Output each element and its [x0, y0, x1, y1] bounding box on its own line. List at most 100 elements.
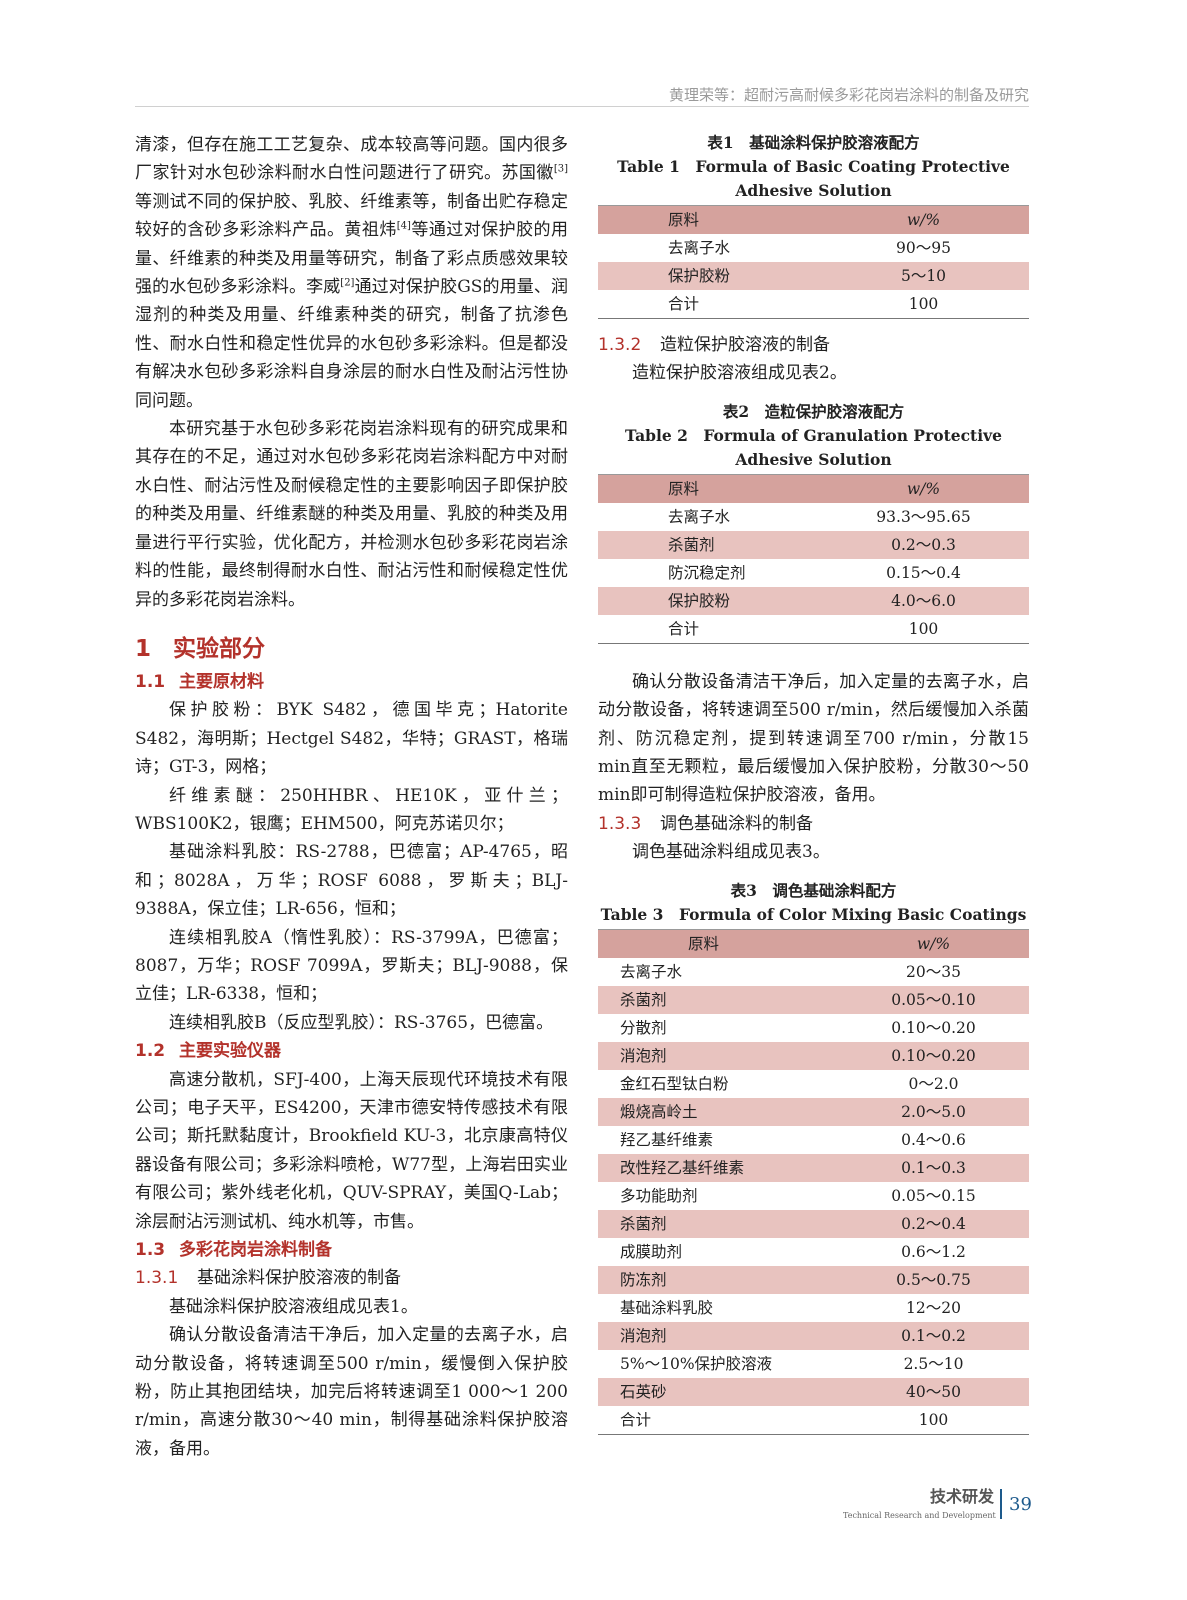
cell-value: 100 [918, 1410, 949, 1429]
cell-value: 20～35 [906, 962, 961, 981]
table2: 原料 w/% 去离子水 93.3～95.65 杀菌剂 0.2～0.3 防沉稳定剂 0.1… [598, 473, 1029, 644]
paragraph-131b: 确认分散设备清洁干净后，加入定量的去离子水，启动分散设备，将转速调至500 r/… [135, 1325, 568, 1459]
cell-value: 0.5～0.75 [838, 1265, 1029, 1294]
paragraph-132a: 造粒保护胶溶液组成见表2。 [632, 363, 847, 384]
section-heading-1-3-2: 1.3.2 造粒保护胶溶液的制备 [598, 335, 830, 355]
table-row: 成膜助剂 0.6～1.2 [598, 1238, 1029, 1266]
cell-value: 0.1～0.3 [838, 1153, 1029, 1182]
table-row: 防沉稳定剂 0.15～0.4 [668, 563, 961, 582]
instruments-paragraph: 高速分散机，SFJ-400，上海天辰现代环境技术有限公司；电子天平，ES4200… [135, 1069, 568, 1232]
table3: 原料 w/% 去离子水 20～35 杀菌剂 0.05～0.10 分散剂 0.10～0.20 消… [598, 928, 1029, 1435]
cell-value: 0.05～0.10 [838, 985, 1029, 1014]
footer-divider [1000, 1489, 1002, 1519]
table-row: 去离子水 93.3～95.65 [668, 507, 971, 526]
materials-item: 保护胶粉：BYK S482，德国毕克；Hatorite S482，海明斯；Hec… [135, 700, 568, 778]
cell-value: 0.10～0.20 [891, 1018, 976, 1037]
section-heading-1-1: 1.1 主要原材料 [135, 671, 264, 692]
table-row: 原料 w/% [598, 205, 1029, 234]
materials-item: 连续相乳胶B（反应型乳胶）：RS-3765，巴德富。 [169, 1012, 554, 1033]
table1: 原料 w/% 去离子水 90～95 保护胶粉 5～10 合计 100 [598, 205, 1029, 319]
cell-value: 2.0～5.0 [838, 1097, 1029, 1126]
cell-material: 分散剂 [620, 1018, 667, 1037]
table-row: 石英砂 40～50 [598, 1377, 1029, 1406]
cell-material: 多功能助剂 [620, 1186, 698, 1205]
cell-value: 0.6～1.2 [901, 1242, 966, 1261]
table-row: 合计 100 [668, 295, 939, 313]
cell-material: 改性羟乙基纤维素 [598, 1153, 838, 1182]
spacer [598, 867, 1029, 879]
header-rule [135, 106, 1029, 107]
table-row: 去离子水 20～35 [598, 958, 1029, 986]
cell-material: 基础涂料乳胶 [620, 1298, 714, 1317]
section-heading-1-3-3: 1.3.3 调色基础涂料的制备 [598, 813, 813, 834]
cell-material: 去离子水 [620, 962, 683, 981]
table-row: 去离子水 90～95 [668, 239, 951, 257]
table-row: 杀菌剂 0.05～0.10 [598, 985, 1029, 1014]
col-header: w/% [818, 205, 1029, 234]
materials-item: 连续相乳胶A（惰性乳胶）：RS-3799A，巴德富；8087，万华；ROSF 7… [135, 927, 568, 1005]
paragraph-133: 调色基础涂料组成见表3。 [632, 842, 830, 863]
table-row: 保护胶粉 4.0～6.0 [598, 586, 1029, 615]
table-row: 5%～10%保护胶溶液 2.5～10 [598, 1350, 1029, 1378]
cell-material: 5%～10%保护胶溶液 [620, 1354, 773, 1373]
table-row: 杀菌剂 0.2～0.4 [598, 1209, 1029, 1238]
table-row: 合计 100 [668, 619, 939, 638]
section-heading-1-3: 1.3 多彩花岗岩涂料制备 [135, 1240, 332, 1261]
table-row: 煅烧高岭土 2.0～5.0 [598, 1097, 1029, 1126]
table-row: 合计 100 [598, 1406, 1029, 1435]
table-row: 金红石型钛白粉 0～2.0 [598, 1070, 1029, 1098]
table-row: 原料 w/% [598, 473, 1029, 503]
section-heading-1-3-1: 1.3.1 基础涂料保护胶溶液的制备 [135, 1268, 401, 1289]
materials-item: 基础涂料乳胶：RS-2788，巴德富；AP-4765，昭和；8028A，万华；R… [135, 842, 568, 920]
table2-caption: 表2 造粒保护胶溶液配方 Table 2 Formula of Granulat… [625, 401, 1002, 469]
table-row: 消泡剂 0.10～0.20 [598, 1041, 1029, 1070]
paragraph-131a: 基础涂料保护胶溶液组成见表1。 [169, 1296, 418, 1317]
cell-material: 成膜助剂 [620, 1242, 683, 1261]
cell-value: 0.4～0.6 [901, 1130, 966, 1149]
cell-value: 0.10～0.20 [838, 1041, 1029, 1070]
cell-material: 合计 [620, 1410, 652, 1429]
table-row: 改性羟乙基纤维素 0.1～0.3 [598, 1153, 1029, 1182]
section-heading-1-2: 1.2 主要实验仪器 [135, 1041, 281, 1062]
col-header: 原料 [598, 205, 818, 234]
cell-material: 杀菌剂 [598, 985, 838, 1014]
cell-value: 12～20 [906, 1298, 961, 1317]
table3-caption: 表3 调色基础涂料配方 Table 3 Formula of Color Mix… [600, 880, 1027, 924]
table-row: 羟乙基纤维素 0.4～0.6 [598, 1126, 1029, 1154]
page-number: 39 [1009, 1494, 1032, 1515]
footer: 技术研发 Technical Research and Development … [843, 1487, 1043, 1523]
cell-material: 消泡剂 [598, 1041, 838, 1070]
table-row: 多功能助剂 0.05～0.15 [598, 1182, 1029, 1210]
table-row: 消泡剂 0.1～0.2 [598, 1321, 1029, 1350]
table1-caption: 表1 基础涂料保护胶溶液配方 Table 1 Formula of Basic … [617, 133, 1010, 200]
footer-section-cn: 技术研发 [930, 1487, 995, 1506]
cell-material: 杀菌剂 [598, 1209, 838, 1238]
section-heading-1: 1 实验部分 [135, 635, 265, 662]
cell-value: 2.5～10 [903, 1354, 964, 1373]
paragraph-1: 清漆，但存在施工工艺复杂、成本较高等问题。国内很多厂家针对水包砂涂料耐水白性问题… [135, 135, 569, 411]
table-row: 保护胶粉 5～10 [598, 262, 1029, 290]
footer-section-en: Technical Research and Development [843, 1511, 996, 1520]
cell-material: 消泡剂 [598, 1321, 838, 1350]
paragraph-2: 本研究基于水包砂多彩花岗岩涂料现有的研究成果和其存在的不足，通过对水包砂多彩花岗… [135, 419, 568, 610]
table-row: 防冻剂 0.5～0.75 [598, 1265, 1029, 1294]
spacer [598, 388, 1029, 400]
running-title: 黄理荣等：超耐污高耐候多彩花岗岩涂料的制备及研究 [668, 86, 1029, 104]
table-row: 杀菌剂 0.2～0.3 [598, 530, 1029, 559]
cell-material: 羟乙基纤维素 [620, 1130, 714, 1149]
left-column: 清漆，但存在施工工艺复杂、成本较高等问题。国内很多厂家针对水包砂涂料耐水白性问题… [135, 131, 568, 1463]
cell-material: 金红石型钛白粉 [620, 1074, 729, 1093]
cell-material: 石英砂 [598, 1377, 838, 1406]
cell-value: 0.05～0.15 [891, 1186, 976, 1205]
spacer [598, 644, 1029, 668]
cell-material: 防冻剂 [598, 1265, 838, 1294]
right-column: 表1 基础涂料保护胶溶液配方 Table 1 Formula of Basic … [598, 131, 1029, 1435]
table-row: 基础涂料乳胶 12～20 [598, 1294, 1029, 1322]
table-row: 分散剂 0.10～0.20 [598, 1014, 1029, 1042]
cell-material: 煅烧高岭土 [598, 1097, 838, 1126]
cell-value: 0～2.0 [908, 1074, 959, 1093]
cell-value: 40～50 [838, 1377, 1029, 1406]
table-row: 原料 w/% [598, 928, 1029, 958]
cell-value: 0.2～0.4 [838, 1209, 1029, 1238]
